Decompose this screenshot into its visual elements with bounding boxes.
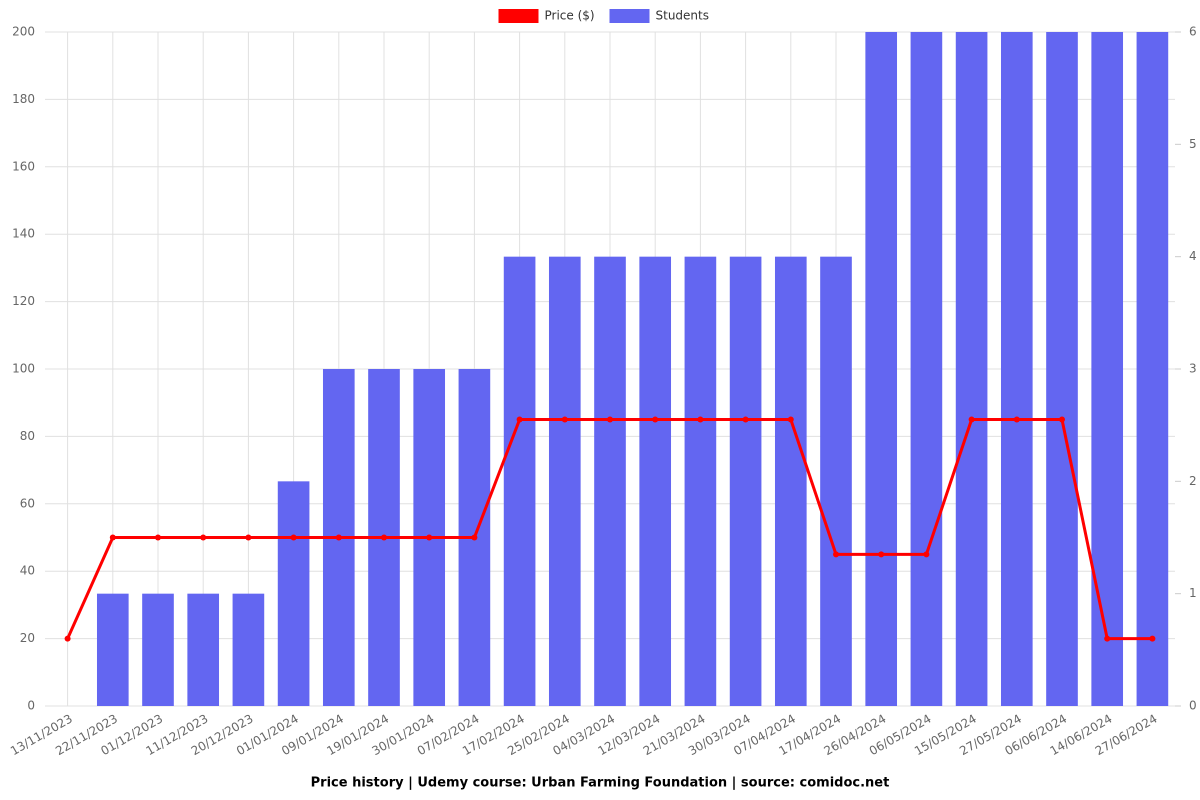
bar [910,32,943,706]
price-point [968,416,975,423]
y-tick-label: 180 [12,92,35,106]
bar [1136,32,1169,706]
legend-label: Students [656,9,710,23]
price-point [607,416,613,423]
y-tick-label: 60 [20,496,35,510]
y-tick-label: 40 [20,564,35,578]
legend-swatch [609,9,650,23]
bar [1000,32,1033,706]
price-point [697,416,704,423]
bar [232,593,265,706]
price-point [1013,416,1020,423]
lines [64,416,1156,642]
price-point [1104,635,1111,642]
price-point [878,551,885,558]
price-point [652,416,659,423]
bar [548,256,581,706]
price-point [787,416,794,423]
y-tick-label: 100 [12,362,35,376]
bar [774,256,807,706]
legend-label: Price ($) [545,9,595,23]
price-point [155,534,161,541]
chart-title: Price history | Udemy course: Urban Farm… [311,776,890,791]
bar [503,256,536,706]
bar [639,256,672,706]
price-point [200,534,207,541]
y2-tick-label: 6 [1189,25,1197,39]
y-tick-label: 120 [12,294,35,308]
y2-tick-label: 4 [1189,249,1197,263]
y2-tick-label: 2 [1189,474,1197,488]
price-point [471,534,478,541]
bar [729,256,762,706]
y2-tick-label: 0 [1189,699,1197,713]
price-point [1059,416,1065,423]
y-tick-label: 200 [12,25,35,39]
bar [865,32,898,706]
bar [955,32,988,706]
y-tick-label: 160 [12,159,35,173]
bar [1091,32,1124,706]
legend-swatch [498,9,539,23]
bar [1046,32,1078,706]
price-point [426,534,433,541]
price-point [290,534,297,541]
bar [594,256,626,706]
y-tick-label: 80 [20,429,35,443]
y-tick-label: 140 [12,227,35,241]
y2-tick-label: 5 [1189,137,1197,151]
y-tick-label: 0 [27,699,35,713]
price-point [245,534,252,541]
price-point [1149,635,1156,642]
bar [684,256,717,706]
price-point [64,635,71,642]
y-tick-label: 20 [20,631,35,645]
y2-tick-label: 3 [1189,362,1197,376]
bars [96,32,1169,706]
bar [142,593,174,706]
price-point [381,534,387,541]
price-point [109,534,116,541]
bar [820,256,852,706]
price-point [742,416,749,423]
bar [277,481,310,706]
price-point [516,416,523,423]
bar [96,593,129,706]
price-point [923,551,930,558]
price-point [561,416,568,423]
price-point [833,551,839,558]
price-point [335,534,342,541]
bar [187,593,220,706]
y2-tick-label: 1 [1189,586,1197,600]
